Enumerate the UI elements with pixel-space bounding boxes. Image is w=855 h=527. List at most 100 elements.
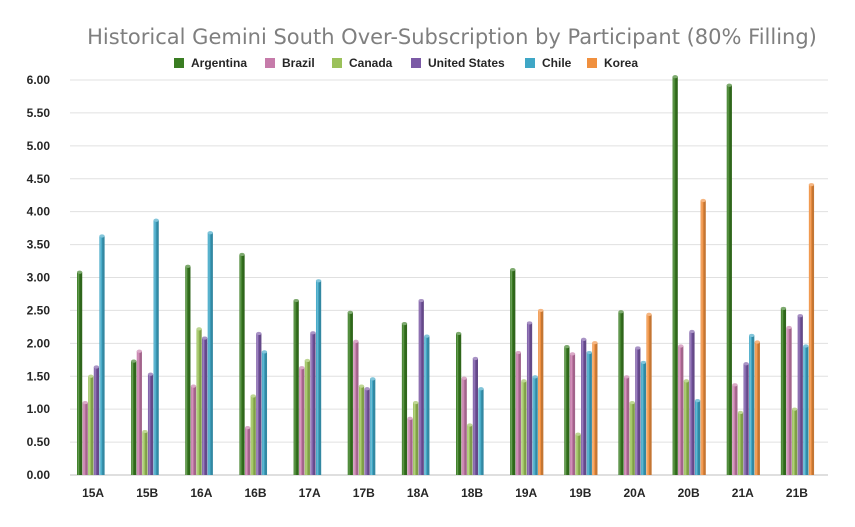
bar-canada-17b — [358, 384, 365, 475]
bar-united-states-19b — [581, 337, 587, 475]
x-tick-label: 15A — [82, 486, 104, 500]
bar-canada-15b — [142, 429, 148, 475]
bar-chile-16a — [207, 231, 213, 475]
bar-chile-18a — [424, 334, 430, 475]
bar-canada-19b — [575, 432, 581, 475]
bar-chile-20a — [640, 360, 647, 475]
bar-argentina-19b — [564, 345, 570, 475]
bar-argentina-16a — [185, 264, 191, 475]
x-axis: 15A 15B 16A 16B 17A 17B 18A 18B 19A 19B 20A 20B 21A 2… — [82, 486, 808, 500]
y-tick-label: 3.50 — [27, 238, 51, 252]
bar-brazil-17a — [299, 366, 305, 475]
legend-label-united-states: United States — [428, 56, 505, 70]
bar-chile-18b — [478, 387, 484, 475]
bar-chile-20b — [694, 399, 701, 475]
bar-canada-17a — [304, 358, 310, 475]
bar-brazil-15b — [136, 349, 142, 475]
y-tick-label: 4.00 — [27, 205, 51, 219]
bar-united-states-20b — [689, 329, 695, 475]
bar-korea-21a — [754, 340, 760, 475]
bar-united-states-19a — [526, 321, 533, 475]
gridlines — [70, 79, 828, 476]
legend-swatch-canada — [332, 58, 342, 68]
bar-brazil-21b — [786, 325, 792, 475]
bar-brazil-19b — [569, 352, 576, 475]
bar-united-states-20a — [635, 346, 641, 475]
x-tick-label: 21B — [786, 486, 808, 500]
y-tick-label: 3.00 — [27, 271, 51, 285]
bar-canada-20a — [629, 400, 635, 475]
bar-united-states-17b — [364, 387, 370, 475]
bar-canada-19a — [521, 379, 527, 475]
bar-brazil-18a — [407, 416, 413, 475]
bar-brazil-16a — [190, 384, 197, 475]
bar-brazil-18b — [461, 376, 467, 475]
bar-united-states-15a — [93, 365, 99, 475]
bar-chile-17b — [370, 377, 376, 475]
legend-swatch-united-states — [411, 58, 421, 68]
bar-canada-21b — [792, 407, 798, 475]
bar-united-states-21b — [797, 314, 803, 475]
x-tick-label: 18A — [407, 486, 429, 500]
x-tick-label: 15B — [136, 486, 158, 500]
legend-label-canada: Canada — [349, 56, 393, 70]
bar-united-states-18a — [418, 298, 424, 475]
bar-argentina-18a — [401, 321, 408, 475]
y-tick-label: 1.00 — [27, 402, 51, 416]
x-tick-label: 16A — [190, 486, 212, 500]
bar-chile-19b — [586, 350, 592, 475]
x-tick-label: 17A — [299, 486, 321, 500]
bar-argentina-17a — [293, 298, 299, 475]
bar-united-states-21a — [743, 362, 749, 475]
bar-united-states-15b — [147, 372, 154, 475]
bar-canada-20b — [683, 379, 689, 475]
y-tick-label: 2.50 — [27, 303, 51, 317]
bar-canada-18b — [467, 423, 473, 475]
x-tick-label: 20A — [623, 486, 645, 500]
bar-canada-16b — [250, 394, 256, 475]
legend-label-chile: Chile — [542, 56, 572, 70]
bar-korea-19b — [592, 341, 598, 475]
bar-argentina-15b — [131, 359, 137, 475]
legend-swatch-chile — [525, 58, 535, 68]
bar-argentina-20b — [672, 75, 678, 475]
bar-brazil-16b — [245, 426, 251, 475]
bar-argentina-18b — [456, 331, 462, 475]
legend-label-argentina: Argentina — [191, 56, 247, 70]
bars — [77, 75, 815, 476]
legend: Argentina Brazil Canada United States Chile K… — [174, 56, 638, 70]
bar-argentina-21b — [780, 306, 787, 475]
bar-united-states-17a — [310, 331, 316, 475]
x-tick-label: 21A — [732, 486, 754, 500]
bar-brazil-20a — [624, 375, 630, 475]
bar-canada-18a — [413, 400, 419, 475]
bar-argentina-21a — [726, 83, 732, 476]
y-tick-label: 4.50 — [27, 172, 51, 186]
bar-canada-16a — [196, 327, 202, 475]
bar-united-states-16a — [202, 336, 208, 475]
bar-argentina-19a — [510, 268, 516, 475]
y-tick-label: 6.00 — [27, 73, 51, 87]
bar-chile-17a — [315, 279, 322, 475]
legend-swatch-korea — [587, 58, 597, 68]
x-tick-label: 20B — [678, 486, 700, 500]
y-tick-label: 5.50 — [27, 106, 51, 120]
chart-title: Historical Gemini South Over-Subscriptio… — [87, 25, 817, 49]
bar-argentina-20a — [618, 310, 624, 475]
y-tick-label: 2.00 — [27, 336, 51, 350]
y-tick-label: 0.00 — [27, 468, 51, 482]
bar-chile-21b — [803, 344, 809, 475]
bar-korea-21b — [808, 183, 815, 476]
bar-argentina-16b — [239, 252, 245, 475]
bar-united-states-16b — [256, 331, 262, 475]
bar-brazil-19a — [515, 350, 521, 475]
y-tick-label: 1.50 — [27, 369, 51, 383]
legend-swatch-argentina — [174, 58, 184, 68]
legend-label-korea: Korea — [604, 56, 638, 70]
y-tick-label: 0.50 — [27, 435, 51, 449]
bar-chile-15a — [99, 234, 105, 475]
bar-argentina-15a — [77, 270, 83, 475]
legend-swatch-brazil — [265, 58, 275, 68]
